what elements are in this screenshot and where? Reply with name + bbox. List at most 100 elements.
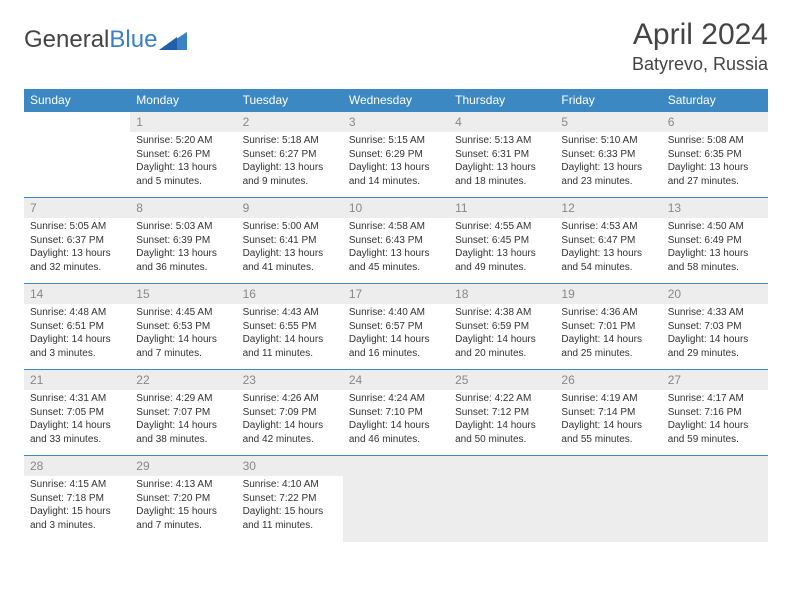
- page-header: GeneralBlue April 2024 Batyrevo, Russia: [24, 18, 768, 75]
- brand-part1: General: [24, 26, 109, 54]
- calendar-cell: 20Sunrise: 4:33 AMSunset: 7:03 PMDayligh…: [662, 284, 768, 370]
- sunset-text: Sunset: 7:18 PM: [30, 492, 124, 506]
- sunrise-text: Sunrise: 5:03 AM: [136, 220, 230, 234]
- daylight-text: Daylight: 13 hours and 32 minutes.: [30, 247, 124, 274]
- brand-part2: Blue: [109, 26, 157, 54]
- sunrise-text: Sunrise: 4:19 AM: [561, 392, 655, 406]
- day-header: Thursday: [449, 89, 555, 112]
- sunrise-text: Sunrise: 4:13 AM: [136, 478, 230, 492]
- sunset-text: Sunset: 6:45 PM: [455, 234, 549, 248]
- daylight-text: Daylight: 13 hours and 23 minutes.: [561, 161, 655, 188]
- day-number: 6: [662, 112, 768, 132]
- day-number: 25: [449, 370, 555, 390]
- day-number: 9: [237, 198, 343, 218]
- day-number: 22: [130, 370, 236, 390]
- daylight-text: Daylight: 13 hours and 5 minutes.: [136, 161, 230, 188]
- day-number: 12: [555, 198, 661, 218]
- day-header: Saturday: [662, 89, 768, 112]
- day-number: 21: [24, 370, 130, 390]
- sunrise-text: Sunrise: 5:10 AM: [561, 134, 655, 148]
- calendar-cell: [449, 456, 555, 542]
- sunrise-text: Sunrise: 4:38 AM: [455, 306, 549, 320]
- sunrise-text: Sunrise: 4:15 AM: [30, 478, 124, 492]
- sunrise-text: Sunrise: 4:31 AM: [30, 392, 124, 406]
- sunset-text: Sunset: 7:05 PM: [30, 406, 124, 420]
- sunset-text: Sunset: 6:55 PM: [243, 320, 337, 334]
- day-number: 4: [449, 112, 555, 132]
- calendar-week: 21 Sunrise: 4:31 AMSunset: 7:05 PM Dayligh…: [24, 370, 768, 456]
- day-number: 13: [662, 198, 768, 218]
- daylight-text: Daylight: 13 hours and 49 minutes.: [455, 247, 549, 274]
- day-number: 17: [343, 284, 449, 304]
- sunset-text: Sunset: 6:35 PM: [668, 148, 762, 162]
- day-number: 8: [130, 198, 236, 218]
- sunrise-text: Sunrise: 4:22 AM: [455, 392, 549, 406]
- month-title: April 2024: [632, 18, 768, 52]
- sunset-text: Sunset: 6:47 PM: [561, 234, 655, 248]
- daylight-text: Daylight: 13 hours and 18 minutes.: [455, 161, 549, 188]
- location-label: Batyrevo, Russia: [632, 54, 768, 75]
- sunset-text: Sunset: 6:39 PM: [136, 234, 230, 248]
- daylight-text: Daylight: 14 hours and 59 minutes.: [668, 419, 762, 446]
- sunset-text: Sunset: 6:43 PM: [349, 234, 443, 248]
- sunrise-text: Sunrise: 4:53 AM: [561, 220, 655, 234]
- calendar-body: 1Sunrise: 5:20 AMSunset: 6:26 PMDaylight…: [24, 112, 768, 542]
- day-number: 30: [237, 456, 343, 476]
- daylight-text: Daylight: 15 hours and 3 minutes.: [30, 505, 124, 532]
- sunset-text: Sunset: 6:27 PM: [243, 148, 337, 162]
- calendar-cell: 5Sunrise: 5:10 AMSunset: 6:33 PMDaylight…: [555, 112, 661, 198]
- sunset-text: Sunset: 6:33 PM: [561, 148, 655, 162]
- calendar-cell: 8Sunrise: 5:03 AMSunset: 6:39 PMDaylight…: [130, 198, 236, 284]
- calendar-cell: 22Sunrise: 4:29 AMSunset: 7:07 PMDayligh…: [130, 370, 236, 456]
- logo-triangle-icon: [159, 30, 187, 50]
- calendar-week: 14Sunrise: 4:48 AMSunset: 6:51 PMDayligh…: [24, 284, 768, 370]
- sunset-text: Sunset: 7:03 PM: [668, 320, 762, 334]
- sunrise-text: Sunrise: 5:13 AM: [455, 134, 549, 148]
- calendar-cell: 2Sunrise: 5:18 AMSunset: 6:27 PMDaylight…: [237, 112, 343, 198]
- calendar-cell: 14Sunrise: 4:48 AMSunset: 6:51 PMDayligh…: [24, 284, 130, 370]
- sunset-text: Sunset: 6:31 PM: [455, 148, 549, 162]
- day-number: 24: [343, 370, 449, 390]
- sunset-text: Sunset: 7:12 PM: [455, 406, 549, 420]
- daylight-text: Daylight: 13 hours and 45 minutes.: [349, 247, 443, 274]
- daylight-text: Daylight: 14 hours and 11 minutes.: [243, 333, 337, 360]
- calendar-cell: 6 Sunrise: 5:08 AMSunset: 6:35 PMDaylight…: [662, 112, 768, 198]
- day-number: 23: [237, 370, 343, 390]
- daylight-text: Daylight: 13 hours and 27 minutes.: [668, 161, 762, 188]
- day-number: 18: [449, 284, 555, 304]
- sunset-text: Sunset: 7:01 PM: [561, 320, 655, 334]
- day-number: 15: [130, 284, 236, 304]
- day-number: 1: [130, 112, 236, 132]
- daylight-text: Daylight: 14 hours and 50 minutes.: [455, 419, 549, 446]
- sunrise-text: Sunrise: 4:55 AM: [455, 220, 549, 234]
- day-number: 7: [24, 198, 130, 218]
- day-header: Monday: [130, 89, 236, 112]
- sunrise-text: Sunrise: 4:26 AM: [243, 392, 337, 406]
- sunrise-text: Sunrise: 4:58 AM: [349, 220, 443, 234]
- day-number: 19: [555, 284, 661, 304]
- day-header: Wednesday: [343, 89, 449, 112]
- sunset-text: Sunset: 6:26 PM: [136, 148, 230, 162]
- sunrise-text: Sunrise: 5:08 AM: [668, 134, 762, 148]
- calendar-cell: 15Sunrise: 4:45 AMSunset: 6:53 PMDayligh…: [130, 284, 236, 370]
- day-header: Tuesday: [237, 89, 343, 112]
- calendar-cell: [555, 456, 661, 542]
- sunset-text: Sunset: 7:10 PM: [349, 406, 443, 420]
- sunset-text: Sunset: 6:59 PM: [455, 320, 549, 334]
- day-number: 20: [662, 284, 768, 304]
- sunrise-text: Sunrise: 4:17 AM: [668, 392, 762, 406]
- daylight-text: Daylight: 13 hours and 58 minutes.: [668, 247, 762, 274]
- day-number: 11: [449, 198, 555, 218]
- sunrise-text: Sunrise: 4:40 AM: [349, 306, 443, 320]
- sunset-text: Sunset: 6:57 PM: [349, 320, 443, 334]
- calendar-cell: [662, 456, 768, 542]
- sunset-text: Sunset: 6:53 PM: [136, 320, 230, 334]
- sunset-text: Sunset: 6:29 PM: [349, 148, 443, 162]
- sunset-text: Sunset: 7:14 PM: [561, 406, 655, 420]
- sunrise-text: Sunrise: 4:24 AM: [349, 392, 443, 406]
- sunrise-text: Sunrise: 4:50 AM: [668, 220, 762, 234]
- daylight-text: Daylight: 15 hours and 7 minutes.: [136, 505, 230, 532]
- calendar-cell: [24, 112, 130, 198]
- sunset-text: Sunset: 6:51 PM: [30, 320, 124, 334]
- sunrise-text: Sunrise: 4:10 AM: [243, 478, 337, 492]
